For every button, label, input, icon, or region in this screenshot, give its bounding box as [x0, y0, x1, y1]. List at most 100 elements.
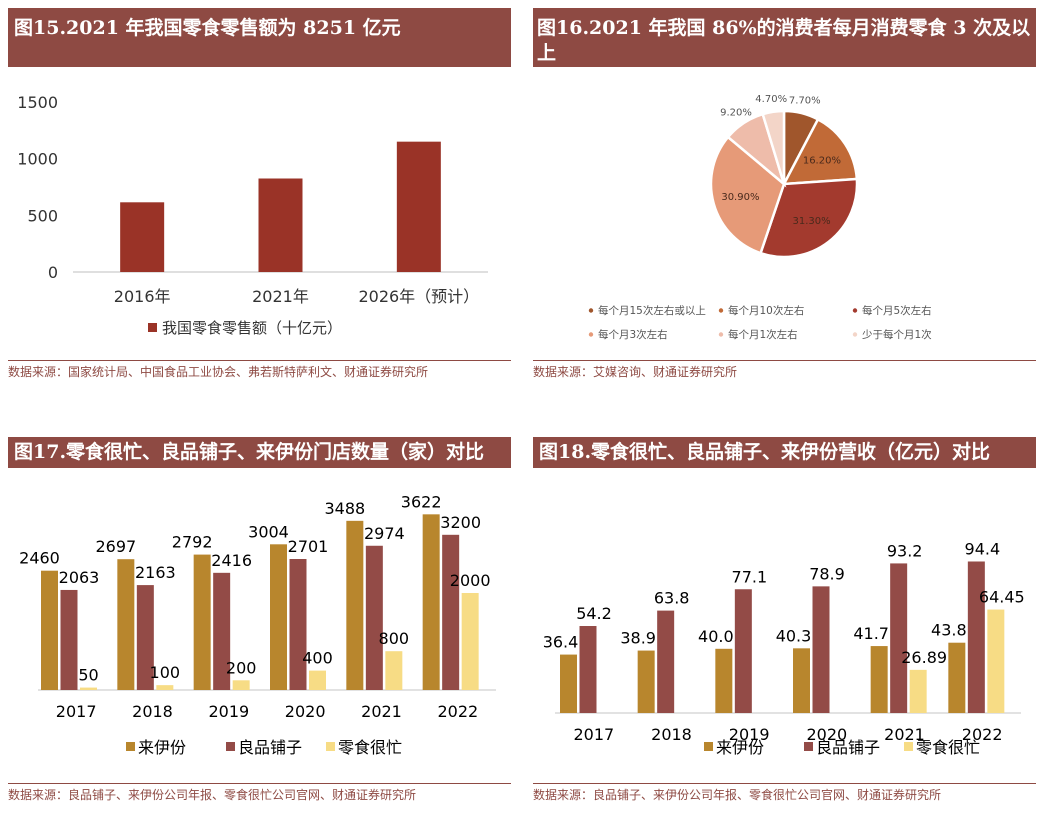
- x-tick-label: 2018: [651, 725, 692, 744]
- legend-label: 每个月10次左右: [728, 304, 804, 317]
- data-label: 2701: [288, 537, 329, 556]
- x-tick-label: 2021: [361, 702, 402, 721]
- bar: [41, 570, 58, 690]
- legend-swatch: [704, 742, 713, 751]
- bar: [136, 585, 154, 690]
- data-label: 64.45: [979, 588, 1025, 607]
- panel-fig17: 图17.零食很忙、良品铺子、来伊份门店数量（家）对比 2460 2063 50 201…: [8, 437, 511, 817]
- bar: [812, 586, 830, 713]
- data-label: 41.7: [853, 624, 889, 643]
- x-tick-label: 2022: [962, 725, 1003, 744]
- legend-label: 良品铺子: [816, 738, 880, 757]
- legend-marker: [852, 308, 858, 313]
- data-label: 2163: [135, 563, 176, 582]
- bar: [987, 609, 1005, 713]
- legend-label: 来伊份: [716, 738, 764, 757]
- data-label: 78.9: [809, 564, 845, 583]
- legend-swatch: [226, 742, 235, 751]
- data-label: 93.2: [887, 541, 923, 560]
- data-label: 40.3: [776, 626, 812, 645]
- chart-fig15: 0 500 1000 1500 2016年 2021年 2026年（预计） 我国零食零售额（十…: [17, 93, 488, 337]
- bar: [120, 202, 165, 272]
- legend-label: 来伊份: [138, 738, 186, 757]
- legend-marker: [588, 308, 594, 313]
- pie-label: 7.70%: [789, 96, 821, 107]
- x-tick-label: 2019: [729, 725, 770, 744]
- data-label: 3488: [324, 499, 365, 518]
- chart-title: 图18.零食很忙、良品铺子、来伊份营收（亿元）对比: [533, 437, 1036, 468]
- panel-fig18: 图18.零食很忙、良品铺子、来伊份营收（亿元）对比 36.4 54.2 2017 38…: [533, 437, 1036, 817]
- bar: [870, 646, 888, 713]
- data-label: 2697: [95, 537, 136, 556]
- x-tick-label: 2020: [285, 702, 326, 721]
- bar: [715, 648, 733, 713]
- bar: [60, 589, 78, 690]
- bar: [909, 669, 927, 713]
- bar: [637, 650, 655, 713]
- panel-fig15: 图15.2021 年我国零食零售额为 8251 亿元 0 500 1000 1500 2…: [8, 8, 511, 408]
- legend-marker: [718, 308, 724, 313]
- data-label: 63.8: [654, 589, 690, 608]
- data-label: 3622: [401, 492, 442, 511]
- legend-swatch: [326, 742, 335, 751]
- pie-slice: [761, 109, 786, 185]
- x-tick-label: 2021: [884, 725, 925, 744]
- x-tick-label: 2017: [573, 725, 614, 744]
- legend-marker: [852, 332, 858, 337]
- pie-label: 31.30%: [793, 216, 831, 227]
- chart-source: 数据来源：良品铺子、来伊份公司年报、零食很忙公司官网、财通证券研究所: [8, 783, 511, 804]
- bar: [948, 642, 966, 713]
- y-tick-label: 1000: [17, 150, 58, 169]
- chart-title: 图15.2021 年我国零食零售额为 8251 亿元: [8, 8, 511, 67]
- data-label: 2416: [211, 551, 252, 570]
- bar: [734, 589, 752, 713]
- bar: [156, 685, 174, 690]
- chart-title: 图16.2021 年我国 86%的消费者每月消费零食 3 次及以上: [533, 8, 1036, 67]
- bar: [117, 559, 135, 690]
- pie-slice: [709, 135, 786, 255]
- bar: [258, 178, 303, 272]
- data-label: 54.2: [576, 604, 612, 623]
- bar: [560, 654, 577, 713]
- pie-slice: [781, 117, 859, 186]
- data-label: 43.8: [931, 621, 967, 640]
- data-label: 2974: [364, 524, 405, 543]
- data-label: 200: [226, 658, 257, 677]
- legend-label: 良品铺子: [238, 738, 302, 757]
- data-label: 2460: [19, 549, 60, 568]
- bar: [213, 572, 231, 690]
- data-label: 800: [379, 629, 410, 648]
- bar: [890, 563, 908, 713]
- chart-title: 图17.零食很忙、良品铺子、来伊份门店数量（家）对比: [8, 437, 511, 468]
- legend-swatch: [148, 323, 157, 332]
- y-tick-label: 0: [48, 263, 58, 282]
- legend-label: 我国零食零售额（十亿元）: [162, 319, 342, 337]
- pie-label: 16.20%: [803, 155, 841, 166]
- bar: [365, 545, 383, 690]
- data-label: 40.0: [698, 627, 734, 646]
- data-label: 400: [302, 649, 333, 668]
- bar: [232, 680, 250, 690]
- pie-label: 9.20%: [720, 107, 752, 118]
- data-label: 2063: [59, 568, 100, 587]
- data-label: 26.89: [901, 648, 947, 667]
- data-label: 38.9: [620, 629, 656, 648]
- pie-slice: [758, 177, 859, 259]
- bar: [385, 651, 403, 690]
- bar: [657, 610, 675, 713]
- bar: [80, 687, 97, 690]
- bar: [793, 648, 810, 713]
- y-tick-label: 1500: [17, 93, 58, 112]
- bar: [309, 670, 326, 690]
- legend-marker: [588, 332, 594, 337]
- legend-label: 零食很忙: [338, 738, 402, 757]
- pie-label: 4.70%: [755, 94, 787, 105]
- chart-source: 数据来源：国家统计局、中国食品工业协会、弗若斯特萨利文、财通证券研究所: [8, 360, 511, 381]
- pie-label: 30.90%: [721, 192, 759, 203]
- x-tick-label: 2018: [132, 702, 173, 721]
- bar: [442, 534, 460, 690]
- chart-source: 数据来源：良品铺子、来伊份公司年报、零食很忙公司官网、财通证券研究所: [533, 783, 1036, 804]
- data-label: 100: [150, 663, 181, 682]
- legend-swatch: [904, 742, 913, 751]
